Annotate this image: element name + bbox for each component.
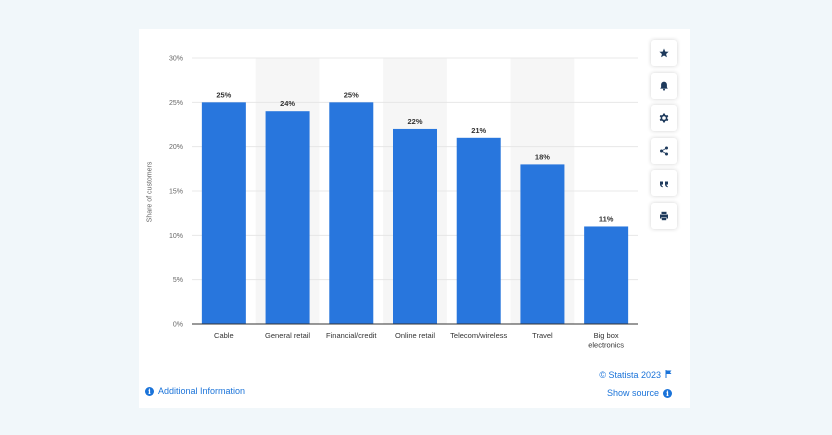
bar (265, 111, 310, 324)
bell-icon (660, 81, 668, 91)
share-button[interactable] (651, 137, 677, 164)
favorite-button[interactable] (651, 40, 677, 66)
settings-button[interactable] (651, 105, 677, 131)
x-tick-label: Online retail (395, 331, 435, 340)
info-icon: i (145, 386, 154, 396)
x-tick-label: Telecom/wireless (450, 331, 507, 340)
additional-information-label: Additional Information (158, 386, 246, 396)
y-tick-label: 25% (169, 100, 183, 107)
bar (584, 226, 629, 324)
y-tick-label: 10% (169, 233, 183, 240)
y-tick-label: 0% (173, 322, 183, 329)
data-label: 25% (344, 90, 359, 99)
show-source-label: Show source (606, 388, 659, 398)
print-button[interactable] (651, 202, 677, 229)
statista-credit[interactable]: © Statista 2023 (599, 370, 672, 380)
notification-button[interactable] (651, 72, 677, 99)
y-axis-label: Share of customers (146, 161, 154, 223)
quote-icon (660, 181, 668, 188)
data-label: 24% (280, 99, 295, 108)
data-label: 25% (216, 90, 231, 99)
data-label: 21% (471, 126, 486, 135)
bar (520, 164, 565, 324)
share-icon (660, 146, 668, 155)
bar (329, 102, 374, 324)
x-tick-label: Cable (214, 331, 234, 340)
data-label: 11% (599, 214, 614, 223)
y-tick-label: 5% (173, 277, 183, 284)
star-icon (659, 48, 669, 58)
gear-icon (659, 113, 669, 123)
y-tick-label: 30% (169, 56, 183, 63)
y-tick-label: 20% (169, 144, 183, 151)
x-tick-label: Travel (532, 331, 553, 340)
x-tick-label: Big box (594, 331, 619, 340)
show-source-link[interactable]: Show source i (607, 388, 672, 398)
bar (393, 128, 437, 324)
additional-information-link[interactable]: i Additional Information (145, 386, 245, 396)
info-icon: i (663, 388, 672, 398)
y-tick-label: 15% (169, 189, 183, 196)
x-tick-label: General retail (265, 331, 310, 340)
credit-text: © Statista 2023 (599, 370, 661, 380)
data-label: 18% (535, 152, 550, 161)
bar (456, 137, 501, 324)
chart-toolbar (651, 40, 679, 235)
data-label: 22% (407, 117, 422, 126)
print-icon (660, 211, 668, 220)
x-tick-label: Financial/credit (326, 331, 377, 340)
flag-icon (665, 370, 672, 380)
cite-button[interactable] (651, 170, 677, 196)
x-tick-label: electronics (588, 341, 624, 350)
bar (201, 102, 246, 324)
